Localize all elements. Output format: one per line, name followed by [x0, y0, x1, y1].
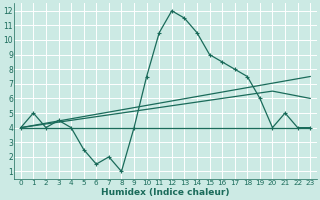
X-axis label: Humidex (Indice chaleur): Humidex (Indice chaleur) [101, 188, 230, 197]
